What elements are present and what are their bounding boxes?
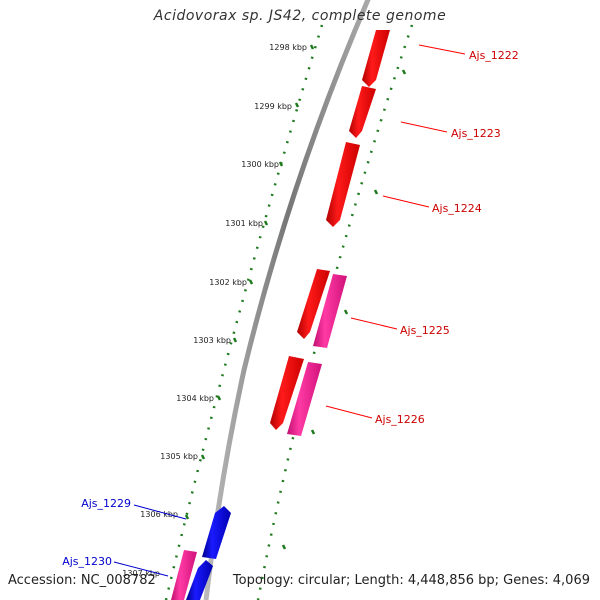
tick-mark bbox=[216, 395, 222, 401]
leader-ajs-1230 bbox=[113, 561, 169, 577]
outer-tick-track bbox=[164, 24, 324, 600]
genome-summary: Topology: circular; Length: 4,448,856 bp… bbox=[232, 573, 590, 588]
tick-mark bbox=[263, 220, 269, 226]
gene-block-ajs-1225[interactable] bbox=[297, 269, 330, 339]
tick-label: 1299 kbp bbox=[254, 102, 292, 111]
tick-label: 1300 kbp bbox=[241, 160, 279, 169]
tick-label: 1307 kbp bbox=[122, 569, 160, 578]
tick-mark bbox=[278, 161, 284, 167]
gene-block-ajs-1229[interactable] bbox=[202, 506, 231, 559]
leader-ajs-1226 bbox=[325, 405, 373, 419]
gene-label[interactable]: Ajs_1229 bbox=[81, 497, 131, 510]
gene-block-ajs-1230[interactable] bbox=[186, 560, 213, 600]
leader-ajs-1225 bbox=[350, 317, 398, 330]
tick-mark bbox=[309, 44, 315, 50]
accession-text: Accession: NC_008782 bbox=[8, 573, 156, 588]
tick-mark bbox=[232, 337, 238, 343]
gene-labels: Ajs_1222 Ajs_1223 Ajs_1224 Ajs_1225 Ajs_… bbox=[62, 49, 519, 568]
gene-block-ajs-1222[interactable] bbox=[362, 30, 390, 87]
tick-mark bbox=[248, 279, 254, 285]
tick-label: 1306 kbp bbox=[140, 510, 178, 519]
gene-label[interactable]: Ajs_1226 bbox=[375, 413, 425, 426]
gene-label[interactable]: Ajs_1230 bbox=[62, 555, 112, 568]
gene-label[interactable]: Ajs_1225 bbox=[400, 324, 450, 337]
gene-label[interactable]: Ajs_1223 bbox=[451, 127, 501, 140]
gene-label[interactable]: Ajs_1224 bbox=[432, 202, 482, 215]
tick-label: 1298 kbp bbox=[269, 43, 307, 52]
tick-labels: 1298 kbp 1299 kbp 1300 kbp 1301 kbp 1302… bbox=[122, 43, 307, 578]
tick-label: 1303 kbp bbox=[193, 336, 231, 345]
gene-block-ajs-1223[interactable] bbox=[349, 86, 376, 138]
genome-backbone bbox=[203, 0, 371, 600]
gene-block-pink[interactable] bbox=[313, 274, 347, 348]
tick-label: 1304 kbp bbox=[176, 394, 214, 403]
complement-genes bbox=[186, 506, 231, 600]
map-title: Acidovorax sp. JS42, complete genome bbox=[153, 8, 447, 24]
tick-label: 1301 kbp bbox=[225, 219, 263, 228]
gene-block-ajs-1224[interactable] bbox=[326, 142, 360, 227]
tick-label: 1305 kbp bbox=[160, 452, 198, 461]
label-leaders bbox=[113, 44, 466, 577]
tick-mark bbox=[200, 454, 206, 460]
tick-mark bbox=[184, 514, 190, 520]
leader-ajs-1229 bbox=[133, 504, 187, 520]
gene-block-pink[interactable] bbox=[171, 550, 197, 600]
tick-mark bbox=[294, 102, 300, 108]
leader-ajs-1224 bbox=[382, 195, 430, 208]
leader-ajs-1222 bbox=[418, 44, 466, 55]
tick-label: 1302 kbp bbox=[209, 278, 247, 287]
gene-block-pink[interactable] bbox=[287, 362, 322, 436]
leader-ajs-1223 bbox=[400, 121, 448, 133]
inner-major-ticks bbox=[281, 69, 407, 550]
forward-genes bbox=[270, 30, 390, 430]
major-ticks bbox=[184, 44, 315, 520]
reverse-genes bbox=[171, 274, 347, 600]
gene-block-ajs-1226[interactable] bbox=[270, 356, 304, 430]
gene-label[interactable]: Ajs_1222 bbox=[469, 49, 519, 62]
